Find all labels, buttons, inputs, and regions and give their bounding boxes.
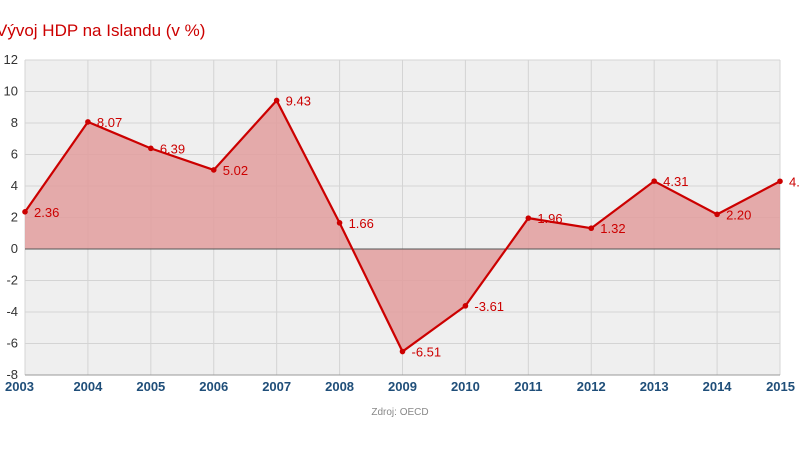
data-label: -3.61 bbox=[474, 299, 504, 314]
y-tick-label: 4 bbox=[11, 178, 18, 193]
x-tick-label: 2014 bbox=[703, 379, 733, 394]
x-tick-label: 2015 bbox=[766, 379, 795, 394]
series-area bbox=[25, 100, 780, 352]
data-label: 2.20 bbox=[726, 207, 751, 222]
y-tick-label: 2 bbox=[11, 210, 18, 225]
x-tick-label: 2004 bbox=[73, 379, 103, 394]
y-tick-label: 0 bbox=[11, 241, 18, 256]
x-tick-label: 2005 bbox=[136, 379, 165, 394]
y-tick-label: 6 bbox=[11, 147, 18, 162]
x-tick-label: 2009 bbox=[388, 379, 417, 394]
data-point bbox=[525, 215, 532, 221]
source-note: Zdroj: OECD bbox=[371, 407, 428, 418]
y-tick-label: 10 bbox=[4, 84, 18, 99]
markers bbox=[22, 97, 783, 355]
y-tick-label: -8 bbox=[6, 367, 18, 382]
x-tick-label: 2007 bbox=[262, 379, 291, 394]
data-point bbox=[588, 225, 595, 232]
data-point bbox=[210, 167, 217, 173]
data-label: -6.51 bbox=[412, 345, 442, 360]
y-axis-ticks: 12 10 8 6 4 2 0 -2 -4 -6 -8 bbox=[4, 52, 18, 382]
data-label: 1.96 bbox=[537, 211, 562, 226]
y-tick-label: -4 bbox=[6, 304, 18, 319]
data-label: 4.31 bbox=[663, 174, 688, 189]
data-label: 1.66 bbox=[349, 216, 374, 231]
data-label: 5.02 bbox=[223, 163, 248, 178]
x-tick-label: 2008 bbox=[325, 379, 354, 394]
x-tick-label: 2003 bbox=[5, 379, 34, 394]
data-label: 2.36 bbox=[34, 205, 59, 220]
area-layer bbox=[25, 100, 780, 352]
data-point bbox=[777, 178, 783, 185]
data-label: 8.07 bbox=[97, 115, 122, 130]
axes bbox=[25, 248, 780, 376]
data-point bbox=[22, 209, 28, 215]
data-label: 4. bbox=[789, 174, 800, 189]
x-tick-label: 2006 bbox=[199, 379, 228, 394]
data-point bbox=[714, 211, 720, 218]
data-point bbox=[273, 97, 280, 104]
data-point bbox=[399, 348, 406, 355]
data-point bbox=[336, 220, 343, 226]
data-label: 1.32 bbox=[600, 221, 625, 236]
x-tick-label: 2013 bbox=[640, 379, 669, 394]
x-axis-ticks: 2003 2004 2005 2006 2007 2008 2009 2010 2011 2012… bbox=[5, 379, 795, 394]
data-point bbox=[148, 145, 154, 152]
data-label: 6.39 bbox=[160, 141, 185, 156]
y-tick-label: -6 bbox=[6, 336, 18, 351]
data-point bbox=[651, 178, 657, 184]
chart-title: Vývoj HDP na Islandu (v %) bbox=[0, 21, 205, 40]
x-tick-label: 2011 bbox=[514, 379, 542, 394]
data-point bbox=[85, 119, 91, 125]
data-labels: 2.36 8.07 6.39 5.02 9.43 1.66 -6.51 -3.61 1.96 1.… bbox=[34, 93, 800, 359]
data-point bbox=[462, 303, 469, 309]
data-label: 9.43 bbox=[286, 93, 311, 108]
x-tick-label: 2010 bbox=[451, 379, 480, 394]
y-tick-label: 8 bbox=[11, 115, 18, 130]
y-tick-label: 12 bbox=[4, 52, 18, 67]
x-tick-label: 2012 bbox=[577, 379, 606, 394]
y-tick-label: -2 bbox=[6, 273, 18, 288]
